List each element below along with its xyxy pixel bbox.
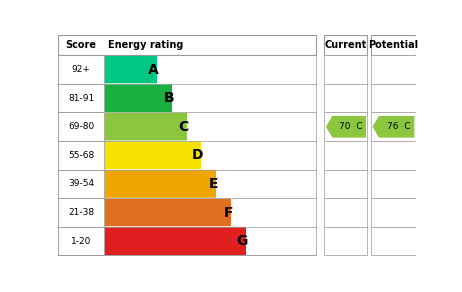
FancyBboxPatch shape — [324, 112, 367, 141]
FancyBboxPatch shape — [371, 198, 416, 227]
Text: 92+: 92+ — [72, 65, 91, 74]
FancyBboxPatch shape — [58, 198, 104, 227]
FancyBboxPatch shape — [231, 198, 316, 227]
FancyBboxPatch shape — [324, 84, 367, 112]
Text: Score: Score — [66, 40, 97, 50]
Text: Potential: Potential — [368, 40, 419, 50]
FancyBboxPatch shape — [324, 55, 367, 84]
Text: 81-91: 81-91 — [68, 94, 94, 103]
Polygon shape — [326, 116, 366, 138]
FancyBboxPatch shape — [324, 170, 367, 198]
Text: E: E — [209, 177, 219, 191]
Text: D: D — [192, 148, 204, 162]
Polygon shape — [104, 84, 192, 112]
Text: 1-20: 1-20 — [71, 237, 91, 246]
FancyBboxPatch shape — [246, 227, 316, 256]
FancyBboxPatch shape — [371, 112, 416, 141]
FancyBboxPatch shape — [324, 227, 367, 256]
Text: Energy rating: Energy rating — [108, 40, 183, 50]
FancyBboxPatch shape — [324, 35, 367, 55]
Text: 76  C: 76 C — [387, 122, 410, 131]
Polygon shape — [104, 141, 222, 170]
FancyBboxPatch shape — [172, 84, 316, 112]
Polygon shape — [104, 198, 251, 227]
Text: 39-54: 39-54 — [68, 179, 94, 188]
FancyBboxPatch shape — [58, 84, 104, 112]
FancyBboxPatch shape — [324, 198, 367, 227]
FancyBboxPatch shape — [58, 227, 104, 256]
FancyBboxPatch shape — [58, 35, 316, 55]
Text: 70  C: 70 C — [339, 122, 363, 131]
FancyBboxPatch shape — [371, 141, 416, 170]
Polygon shape — [104, 55, 177, 84]
Text: 69-80: 69-80 — [68, 122, 94, 131]
FancyBboxPatch shape — [216, 170, 316, 198]
FancyBboxPatch shape — [58, 55, 104, 84]
FancyBboxPatch shape — [324, 141, 367, 170]
FancyBboxPatch shape — [58, 112, 104, 141]
Polygon shape — [104, 112, 207, 141]
Text: Current: Current — [325, 40, 367, 50]
Text: C: C — [178, 120, 189, 134]
FancyBboxPatch shape — [187, 112, 316, 141]
Text: G: G — [237, 234, 248, 248]
FancyBboxPatch shape — [371, 227, 416, 256]
Polygon shape — [372, 116, 414, 138]
FancyBboxPatch shape — [157, 55, 316, 84]
FancyBboxPatch shape — [371, 35, 416, 55]
FancyBboxPatch shape — [58, 141, 104, 170]
Text: 21-38: 21-38 — [68, 208, 94, 217]
FancyBboxPatch shape — [371, 55, 416, 84]
Text: 55-68: 55-68 — [68, 151, 94, 160]
Text: B: B — [164, 91, 174, 105]
FancyBboxPatch shape — [58, 170, 104, 198]
FancyBboxPatch shape — [371, 84, 416, 112]
Polygon shape — [104, 170, 237, 198]
FancyBboxPatch shape — [371, 170, 416, 198]
FancyBboxPatch shape — [201, 141, 316, 170]
Polygon shape — [104, 227, 266, 256]
Text: A: A — [148, 62, 159, 77]
Text: F: F — [224, 206, 233, 220]
